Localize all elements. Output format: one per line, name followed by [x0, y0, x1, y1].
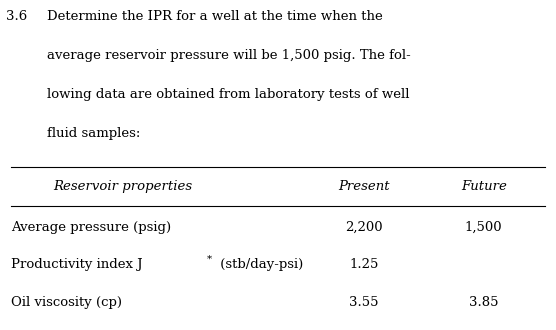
Text: fluid samples:: fluid samples:: [47, 127, 141, 140]
Text: 2,200: 2,200: [345, 221, 383, 234]
Text: Average pressure (psig): Average pressure (psig): [11, 221, 171, 234]
Text: lowing data are obtained from laboratory tests of well: lowing data are obtained from laboratory…: [47, 88, 410, 101]
Text: 3.55: 3.55: [349, 296, 379, 309]
Text: 1.25: 1.25: [350, 258, 379, 271]
Text: average reservoir pressure will be 1,500 psig. The fol-: average reservoir pressure will be 1,500…: [47, 49, 411, 62]
Text: Reservoir properties: Reservoir properties: [53, 180, 192, 193]
Text: 3.6: 3.6: [6, 10, 27, 23]
Text: 3.85: 3.85: [469, 296, 499, 309]
Text: *: *: [207, 254, 212, 263]
Text: (stb/day-psi): (stb/day-psi): [216, 258, 303, 271]
Text: Future: Future: [461, 180, 507, 193]
Text: Determine the IPR for a well at the time when the: Determine the IPR for a well at the time…: [47, 10, 383, 23]
Text: 1,500: 1,500: [465, 221, 503, 234]
Text: Productivity index J: Productivity index J: [11, 258, 143, 271]
Text: Present: Present: [339, 180, 390, 193]
Text: Oil viscosity (cp): Oil viscosity (cp): [11, 296, 122, 309]
